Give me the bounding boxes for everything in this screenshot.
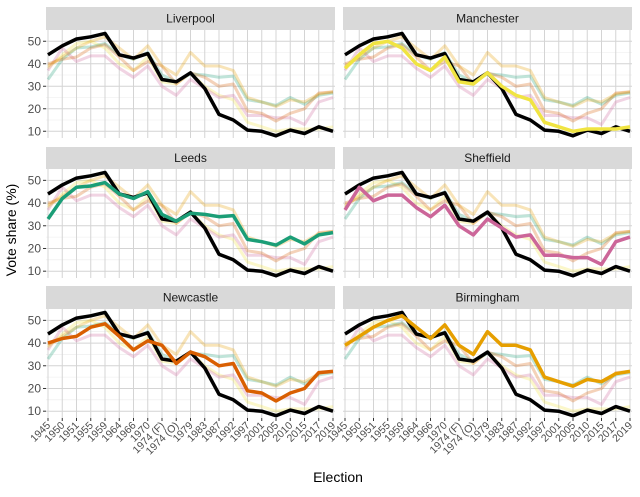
- y-tick-label: 50: [28, 173, 42, 187]
- panel-leeds: Leeds 10 20 30 40 50: [28, 147, 335, 278]
- y-tick-label: 20: [28, 241, 42, 255]
- facet-strip-label: Birmingham: [455, 291, 519, 305]
- facet-strip: [343, 7, 632, 30]
- faded-line-sheffield: [343, 46, 631, 126]
- y-tick-label: 30: [28, 359, 42, 373]
- highlight-line-manchester: [343, 39, 631, 134]
- y-tick-label: 20: [28, 102, 42, 116]
- highlight-line-birmingham: [344, 314, 631, 388]
- faded-line-birmingham: [344, 174, 631, 248]
- y-tick-label: 40: [28, 336, 42, 350]
- y-tick-label: 30: [28, 219, 42, 233]
- highlight-line-leeds: [46, 180, 334, 247]
- reference-line-liverpool: [47, 31, 334, 138]
- y-tick-label: 40: [28, 196, 42, 210]
- facet-strip-label: Sheffield: [464, 151, 510, 165]
- highlight-line-sheffield: [343, 185, 631, 267]
- y-tick-label: 30: [28, 79, 42, 93]
- y-tick-label: 50: [28, 313, 42, 327]
- y-tick-label: 40: [28, 57, 42, 71]
- faded-line-sheffield: [46, 185, 334, 266]
- y-tick-label: 10: [28, 404, 42, 418]
- panel-liverpool: Liverpool 10 20 30 40 50: [28, 7, 335, 138]
- faded-line-sheffield: [343, 325, 631, 406]
- y-tick-label: 20: [28, 381, 42, 395]
- facet-strip: [343, 147, 632, 169]
- facet-strip: [343, 286, 632, 309]
- facet-strip-label: Liverpool: [166, 12, 215, 26]
- facet-strip-label: Newcastle: [163, 291, 219, 305]
- y-tick-label: 10: [28, 264, 42, 278]
- y-tick-label: 10: [28, 124, 42, 138]
- faded-line-birmingham: [47, 314, 334, 388]
- panel-sheffield: Sheffield: [343, 147, 632, 278]
- y-tick-label: 50: [28, 34, 42, 48]
- facet-strip: [46, 147, 335, 169]
- x-axis-title: Election: [313, 469, 363, 485]
- facet-strip: [46, 7, 335, 30]
- faded-line-birmingham: [344, 35, 631, 108]
- facet-strip-label: Leeds: [174, 151, 207, 165]
- reference-line-liverpool: [344, 170, 631, 278]
- panel-birmingham: Birmingham194519501951195519591964196619…: [325, 286, 635, 457]
- highlight-line-newcastle: [47, 322, 334, 403]
- faded-line-sheffield: [46, 46, 334, 126]
- facet-strip: [46, 286, 335, 309]
- panel-manchester: Manchester: [343, 7, 632, 138]
- reference-line-liverpool: [344, 310, 631, 418]
- facet-strip-label: Manchester: [456, 12, 519, 26]
- panel-newcastle: Newcastle1020304050194519501951195519591…: [28, 286, 338, 457]
- faded-line-birmingham: [47, 35, 334, 108]
- y-axis-title: Vote share (%): [3, 184, 19, 277]
